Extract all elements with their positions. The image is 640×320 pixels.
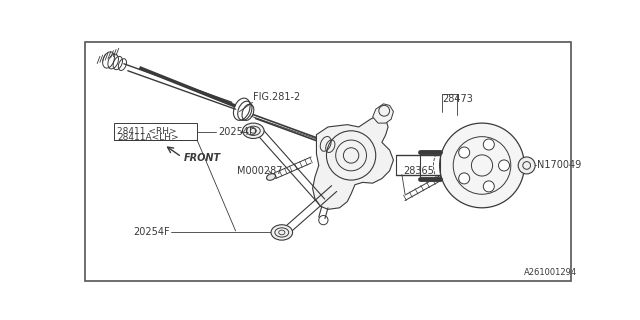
Text: A261001294: A261001294 (524, 268, 577, 277)
Circle shape (483, 181, 494, 192)
Text: 20254F: 20254F (134, 228, 170, 237)
Circle shape (459, 173, 470, 184)
Text: 28473: 28473 (442, 94, 473, 104)
Bar (114, 123, 197, 140)
Ellipse shape (271, 225, 292, 240)
Text: 20254D: 20254D (218, 127, 257, 137)
Text: 28411 <RH>: 28411 <RH> (117, 127, 177, 136)
Circle shape (459, 147, 470, 158)
Polygon shape (372, 104, 394, 123)
Text: FRONT: FRONT (184, 153, 221, 163)
Ellipse shape (266, 174, 275, 180)
Polygon shape (312, 116, 394, 209)
Text: N170049: N170049 (538, 160, 582, 171)
Ellipse shape (243, 123, 264, 139)
Circle shape (483, 139, 494, 150)
Text: 28411A<LH>: 28411A<LH> (117, 133, 179, 142)
Text: FIG.281-2: FIG.281-2 (253, 92, 300, 101)
Circle shape (499, 160, 509, 171)
Circle shape (518, 157, 535, 174)
Circle shape (440, 123, 524, 208)
Text: 28365: 28365 (403, 166, 435, 176)
Text: M000287: M000287 (237, 166, 283, 176)
